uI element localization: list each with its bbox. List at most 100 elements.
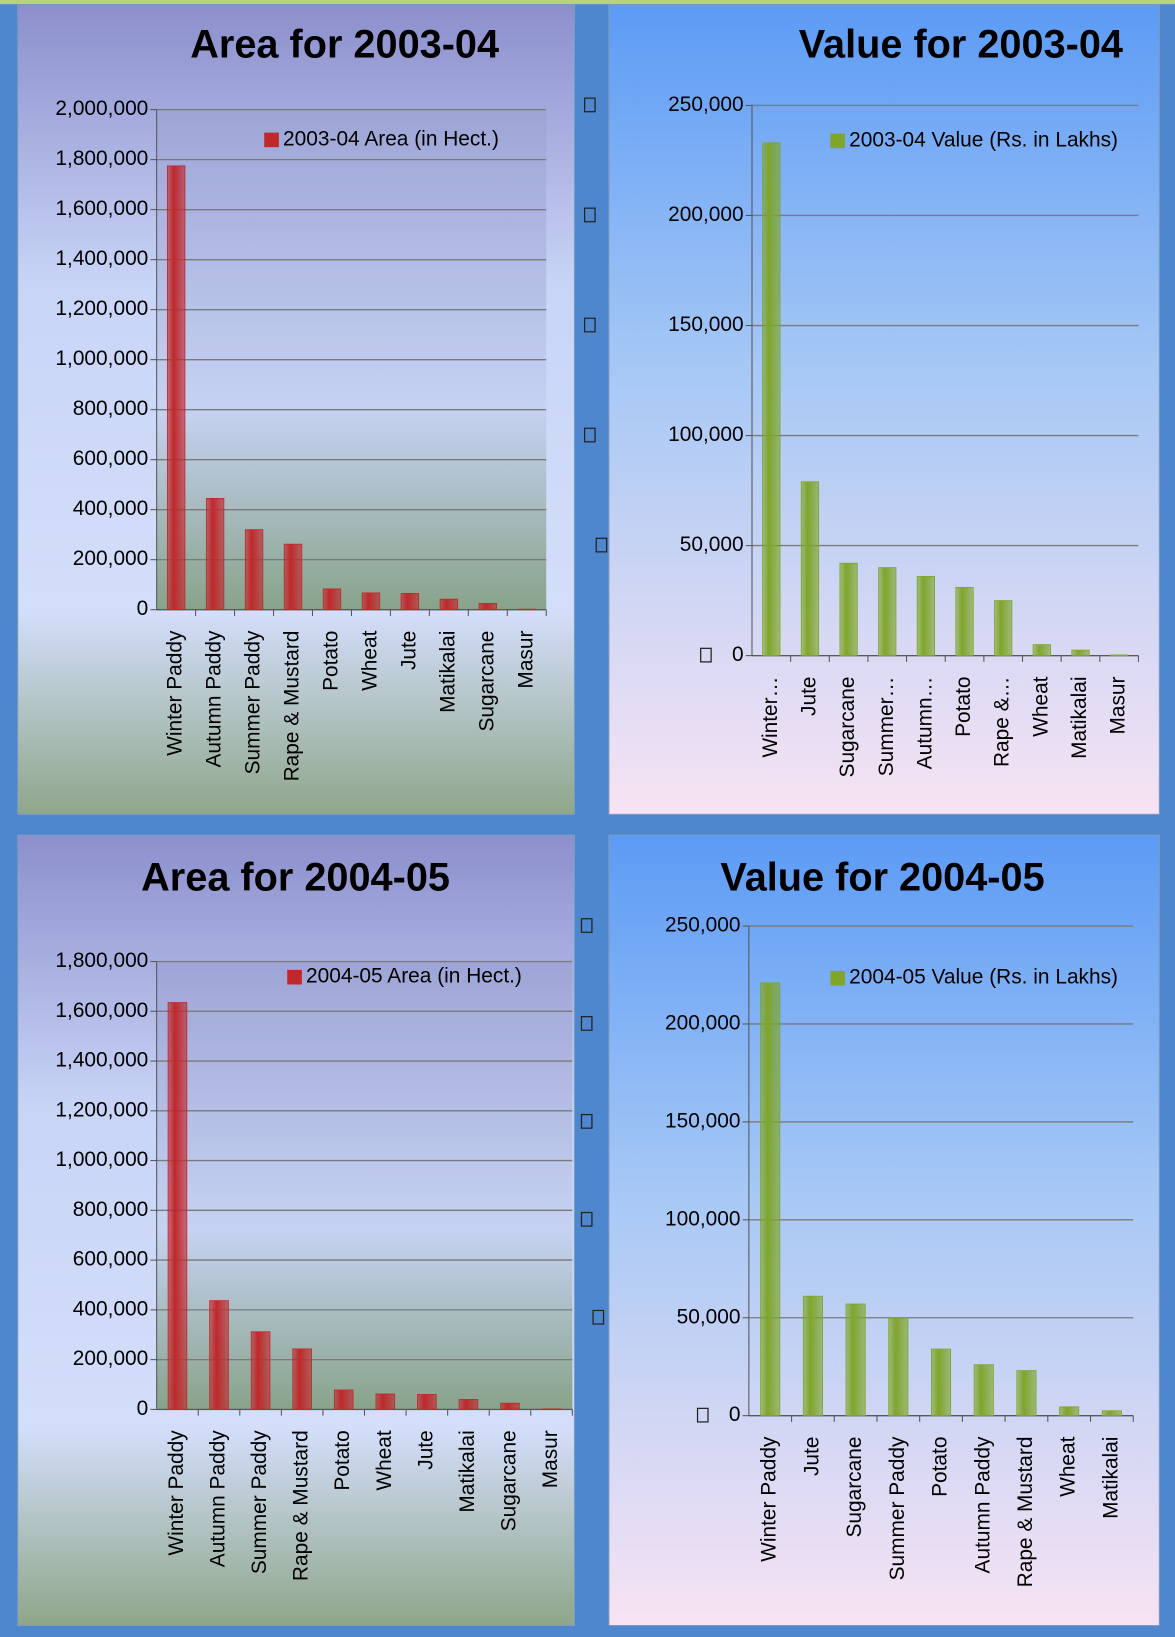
- bar: [1059, 1406, 1080, 1417]
- bar: [375, 1393, 396, 1410]
- currency-glyph: [580, 1113, 593, 1129]
- y-tick-label: 1,000,000: [55, 347, 148, 370]
- bar: [973, 1364, 994, 1417]
- y-tick-label: 200,000: [73, 547, 148, 570]
- x-tick-label: Summer Paddy: [248, 1430, 271, 1574]
- bar: [760, 982, 781, 1417]
- legend-label: 2003-04 Area (in Hect.): [283, 127, 499, 150]
- bar: [361, 592, 381, 611]
- y-tick-label: 200,000: [668, 203, 743, 226]
- x-tick-label: Winter Paddy: [758, 1436, 781, 1562]
- x-tick-label: Rape &…: [991, 677, 1014, 767]
- bar: [400, 593, 420, 611]
- x-tick-label: Autumn Paddy: [207, 1430, 230, 1567]
- chart-title: Value for 2003-04: [799, 22, 1123, 66]
- x-tick-label: Rape & Mustard: [290, 1430, 313, 1581]
- bar: [888, 1317, 909, 1417]
- bar: [322, 588, 342, 611]
- chart-title: Area for 2003-04: [190, 22, 499, 66]
- y-tick-label: 150,000: [665, 1109, 740, 1132]
- bar: [517, 608, 536, 611]
- y-tick-label: 800,000: [73, 1198, 148, 1221]
- currency-glyph: [583, 427, 596, 443]
- y-tick-label: 2,000,000: [55, 97, 148, 120]
- x-tick-label: Sugarcane: [843, 1437, 866, 1538]
- bar: [1071, 649, 1090, 657]
- bar: [250, 1331, 271, 1410]
- y-tick-label: 1,600,000: [55, 197, 148, 220]
- panel: [608, 834, 1160, 1627]
- bar: [167, 1002, 188, 1410]
- y-tick-label: 50,000: [680, 533, 744, 556]
- bar: [1110, 654, 1129, 657]
- y-tick-label: 600,000: [73, 1248, 148, 1271]
- bar: [845, 1303, 866, 1417]
- legend-label: 2003-04 Value (Rs. in Lakhs): [849, 128, 1118, 151]
- x-tick-label: Rape & Mustard: [1014, 1437, 1037, 1588]
- currency-glyph: [583, 207, 596, 223]
- y-tick-label: 50,000: [677, 1305, 741, 1328]
- x-tick-label: Autumn Paddy: [203, 630, 226, 767]
- y-tick-label: 1,200,000: [55, 1098, 148, 1121]
- y-tick-label: 0: [137, 597, 149, 620]
- x-tick-label: Autumn…: [913, 677, 936, 770]
- legend-swatch: [830, 133, 845, 149]
- x-tick-label: Masur: [1107, 676, 1130, 734]
- currency-glyph: [580, 1211, 593, 1227]
- bar: [1016, 1370, 1037, 1417]
- x-tick-label: Jute: [797, 677, 820, 716]
- y-tick-label: 100,000: [665, 1207, 740, 1230]
- x-tick-label: Potato: [952, 677, 975, 737]
- bar: [209, 1300, 229, 1410]
- currency-glyph: [700, 647, 712, 663]
- bar: [1032, 644, 1051, 657]
- x-tick-label: Jute: [800, 1437, 823, 1476]
- y-tick-label: 0: [732, 643, 744, 666]
- bar: [333, 1389, 354, 1410]
- bar: [931, 1348, 952, 1417]
- chart-title: Value for 2004-05: [720, 856, 1044, 900]
- x-tick-label: Wheat: [358, 630, 381, 691]
- y-tick-label: 1,600,000: [55, 999, 148, 1022]
- bar: [439, 598, 459, 611]
- y-tick-label: 1,400,000: [55, 1049, 148, 1072]
- bar: [916, 575, 936, 657]
- y-tick-label: 400,000: [73, 497, 148, 520]
- x-tick-label: Matikalai: [436, 631, 459, 713]
- x-tick-label: Wheat: [1057, 1436, 1080, 1497]
- x-tick-label: Jute: [397, 631, 420, 670]
- y-tick-label: 800,000: [73, 397, 148, 420]
- currency-glyph: [583, 317, 596, 333]
- x-tick-label: Sugarcane: [475, 631, 498, 732]
- x-tick-label: Rape & Mustard: [281, 631, 304, 782]
- panel: [608, 4, 1160, 815]
- x-tick-label: Summer…: [875, 677, 898, 777]
- y-tick-label: 0: [137, 1397, 149, 1420]
- bar: [244, 529, 264, 611]
- bar: [1101, 1410, 1122, 1417]
- currency-glyph: [595, 537, 608, 553]
- x-tick-label: Matikalai: [456, 1430, 479, 1512]
- bar: [283, 543, 303, 611]
- x-tick-label: Matikalai: [1068, 677, 1091, 759]
- y-tick-label: 100,000: [668, 423, 743, 446]
- x-tick-label: Summer Paddy: [242, 630, 265, 774]
- legend-label: 2004-05 Area (in Hect.): [306, 965, 522, 988]
- y-tick-label: 0: [729, 1403, 741, 1426]
- x-tick-label: Matikalai: [1099, 1437, 1122, 1519]
- x-tick-label: Potato: [929, 1437, 952, 1497]
- legend-swatch: [830, 970, 845, 986]
- y-tick-label: 1,200,000: [55, 297, 148, 320]
- bar: [292, 1348, 312, 1410]
- currency-glyph: [580, 918, 593, 933]
- x-tick-label: Potato: [331, 1430, 354, 1490]
- y-tick-label: 1,000,000: [55, 1148, 148, 1171]
- currency-glyph: [583, 97, 596, 113]
- currency-glyph: [592, 1309, 605, 1325]
- bar: [802, 1295, 823, 1417]
- y-tick-label: 250,000: [668, 93, 743, 116]
- currency-glyph: [580, 1016, 593, 1031]
- x-tick-label: Winter Paddy: [164, 630, 187, 756]
- bar: [205, 498, 225, 611]
